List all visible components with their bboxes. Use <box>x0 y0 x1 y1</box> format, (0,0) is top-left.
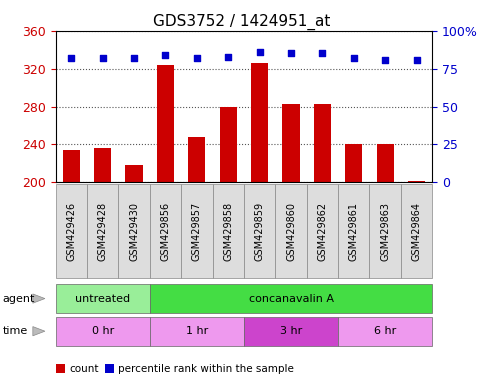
Bar <box>251 63 268 182</box>
Text: time: time <box>2 326 28 336</box>
Point <box>224 53 232 60</box>
Text: 0 hr: 0 hr <box>91 326 114 336</box>
Point <box>161 52 170 58</box>
Text: agent: agent <box>2 293 35 304</box>
Text: GSM429426: GSM429426 <box>66 202 76 261</box>
Bar <box>94 148 111 182</box>
Bar <box>188 137 205 182</box>
Point <box>68 55 75 61</box>
Text: GSM429862: GSM429862 <box>317 202 327 261</box>
Text: GSM429864: GSM429864 <box>412 202 422 261</box>
Text: concanavalin A: concanavalin A <box>249 293 333 304</box>
Point <box>130 55 138 61</box>
Bar <box>63 150 80 182</box>
Text: untreated: untreated <box>75 293 130 304</box>
Bar <box>220 106 237 182</box>
Point <box>99 55 107 61</box>
Bar <box>126 166 142 182</box>
Text: GSM429856: GSM429856 <box>160 202 170 261</box>
Text: 1 hr: 1 hr <box>185 326 208 336</box>
Point <box>382 56 389 63</box>
Text: GSM429863: GSM429863 <box>380 202 390 261</box>
Point <box>319 50 327 56</box>
Bar <box>314 104 331 182</box>
Bar <box>345 144 362 182</box>
Text: GSM429858: GSM429858 <box>223 202 233 261</box>
Bar <box>283 104 299 182</box>
Text: GSM429428: GSM429428 <box>98 202 108 261</box>
Bar <box>377 144 394 182</box>
Point <box>350 55 357 61</box>
Text: GDS3752 / 1424951_at: GDS3752 / 1424951_at <box>153 13 330 30</box>
Text: GSM429857: GSM429857 <box>192 202 202 261</box>
Text: GSM429861: GSM429861 <box>349 202 359 261</box>
Bar <box>408 180 425 182</box>
Point <box>287 50 295 56</box>
Text: count: count <box>69 364 99 374</box>
Point <box>193 55 201 61</box>
Point <box>412 56 420 63</box>
Text: GSM429860: GSM429860 <box>286 202 296 261</box>
Text: GSM429859: GSM429859 <box>255 202 265 261</box>
Text: percentile rank within the sample: percentile rank within the sample <box>118 364 294 374</box>
Text: 3 hr: 3 hr <box>280 326 302 336</box>
Text: 6 hr: 6 hr <box>374 326 397 336</box>
Point <box>256 49 264 55</box>
Bar <box>157 65 174 182</box>
Text: GSM429430: GSM429430 <box>129 202 139 261</box>
